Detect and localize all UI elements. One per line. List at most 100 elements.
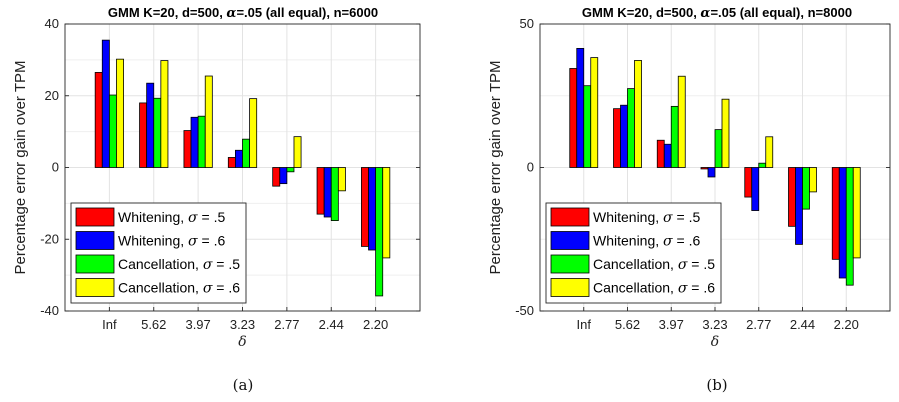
bar [183, 130, 192, 168]
bar [707, 167, 716, 178]
bar [375, 167, 384, 297]
bar [197, 115, 206, 168]
bar [153, 97, 162, 168]
x-tick-label: Inf [577, 317, 592, 332]
legend-label: Cancellation, σ = .6 [593, 280, 715, 297]
legend: Whitening, σ = .5 Whitening, σ = .6 Cancel… [545, 202, 722, 304]
y-tick-label: 0 [527, 160, 534, 175]
bar [101, 39, 110, 168]
x-tick-label: 2.77 [274, 317, 299, 332]
bar [368, 167, 377, 251]
legend-label: Cancellation, σ = .5 [593, 256, 715, 273]
y-tick-label: 20 [45, 88, 59, 103]
panel-caption: (a) [233, 376, 254, 394]
chart-panel-b: -50 0 50 Inf 5.62 3.97 3.23 2.77 2.44 2.20 GMM K=2… [487, 5, 891, 394]
chart-title: GMM K=20, d=500, α=.05 (all equal), n=80… [582, 5, 852, 21]
x-tick-label: 2.44 [790, 317, 815, 332]
x-tick-label: 2.20 [363, 317, 388, 332]
y-tick-label: 40 [45, 16, 59, 31]
x-tick-label: 2.20 [834, 317, 859, 332]
legend-swatch [75, 207, 115, 227]
bar [286, 167, 295, 173]
bar [576, 48, 585, 168]
chart-title: GMM K=20, d=500, α=.05 (all equal), n=60… [108, 5, 378, 21]
bar [272, 167, 281, 187]
bar [656, 139, 665, 168]
x-tick-label: 5.62 [141, 317, 166, 332]
y-axis-label: Percentage error gain over TPM [12, 61, 29, 275]
y-tick-label: 0 [52, 160, 59, 175]
legend-label: Cancellation, σ = .5 [118, 256, 240, 273]
x-axis-label: δ [711, 334, 719, 350]
bar [160, 60, 169, 168]
bar [809, 167, 817, 193]
bar [721, 98, 730, 168]
y-tick-label: -40 [40, 303, 59, 318]
bar [700, 167, 709, 170]
bar [751, 167, 760, 211]
x-tick-label: 2.44 [319, 317, 344, 332]
bar [852, 167, 861, 259]
bar [316, 167, 325, 215]
panel-caption: (b) [706, 376, 727, 394]
y-tick-label: -50 [515, 303, 534, 318]
legend-label: Whitening, σ = .6 [118, 233, 225, 250]
legend-swatch [550, 207, 590, 227]
legend-swatch [75, 231, 115, 250]
bar [323, 167, 332, 218]
y-tick-label: -20 [40, 231, 59, 246]
bar [795, 167, 803, 245]
y-tick-label: 50 [520, 16, 534, 31]
bar [116, 58, 124, 168]
bar [330, 167, 339, 221]
bar [802, 167, 810, 210]
x-tick-label: 3.97 [185, 317, 210, 332]
x-tick-label: Inf [102, 317, 117, 332]
bar [204, 75, 213, 168]
bar [714, 129, 723, 168]
x-tick-label: 3.23 [702, 317, 727, 332]
bar [627, 88, 635, 168]
bar [146, 82, 155, 168]
bar [94, 72, 103, 168]
bar [831, 167, 840, 260]
bar [765, 136, 774, 168]
legend-swatch [550, 254, 590, 274]
bar [838, 167, 847, 279]
bar [620, 104, 628, 168]
bar [139, 102, 148, 168]
bar [361, 167, 369, 247]
legend-swatch [75, 254, 115, 274]
bar [279, 167, 288, 185]
bar [249, 98, 258, 168]
y-axis-label: Percentage error gain over TPM [487, 61, 504, 275]
bar [634, 60, 642, 168]
legend-label: Cancellation, σ = .6 [118, 280, 240, 297]
legend-label: Whitening, σ = .5 [593, 209, 700, 226]
x-axis-label: δ [238, 334, 246, 350]
bar [234, 149, 243, 168]
bar [758, 162, 767, 168]
bar [583, 85, 592, 168]
x-tick-label: 5.62 [615, 317, 640, 332]
legend-label: Whitening, σ = .5 [118, 209, 225, 226]
x-tick-label: 3.97 [659, 317, 684, 332]
bar [845, 167, 854, 286]
bar [677, 75, 686, 168]
bar [190, 116, 199, 168]
bar [590, 57, 599, 168]
bar [663, 143, 672, 168]
legend-swatch [75, 278, 115, 297]
chart-panel-a: -40 -20 0 20 40 Inf 5.62 3.97 3.23 2.77 2.44 2.20 GM… [12, 5, 421, 394]
bar [337, 167, 346, 192]
bar [670, 105, 679, 168]
legend: Whitening, σ = .5 Whitening, σ = .6 Cancel… [70, 202, 247, 304]
bar [108, 94, 117, 168]
x-tick-label: 2.77 [746, 317, 771, 332]
bar [382, 167, 391, 259]
bar [613, 108, 621, 168]
legend-swatch [550, 231, 590, 250]
bar [744, 167, 753, 198]
bar [227, 157, 236, 168]
